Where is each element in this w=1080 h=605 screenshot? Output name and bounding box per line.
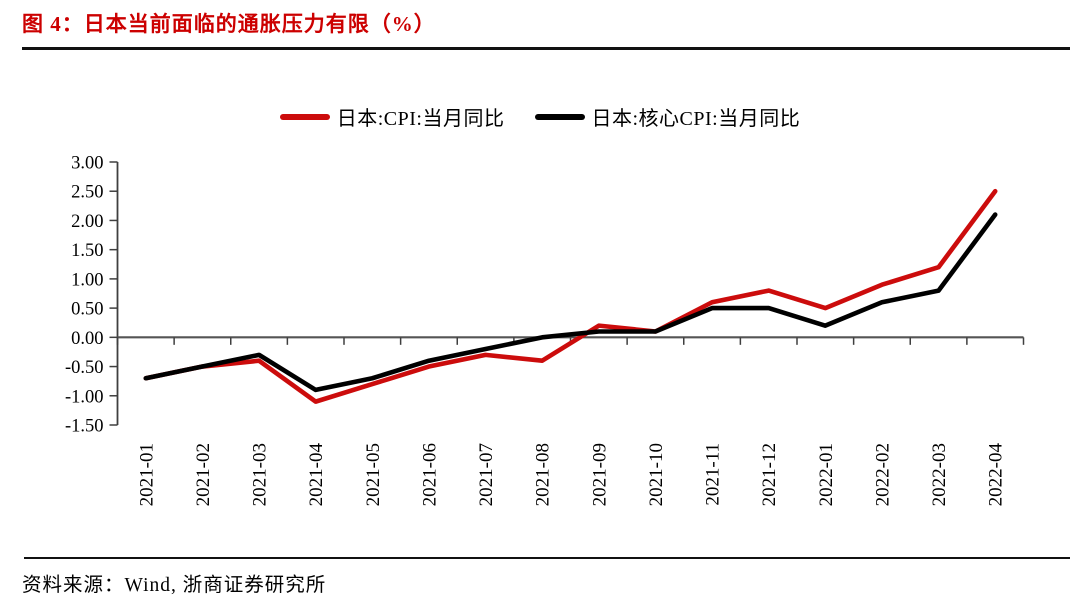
x-axis-tick-label: 2021-06 <box>419 443 440 506</box>
legend-label-core-cpi: 日本:核心CPI:当月同比 <box>591 108 801 130</box>
legend-item-cpi: 日本:CPI:当月同比 <box>279 102 505 131</box>
legend-item-core-cpi: 日本:核心CPI:当月同比 <box>534 102 801 131</box>
x-axis-tick-label: 2021-12 <box>759 443 780 506</box>
x-axis-tick-label: 2021-10 <box>646 443 667 506</box>
y-axis-tick-label: -1.00 <box>65 387 104 407</box>
x-axis-tick-label: 2021-04 <box>306 443 327 507</box>
y-axis-tick-label: 1.00 <box>71 270 103 290</box>
title-divider <box>22 47 1070 50</box>
x-axis-tick-label: 2022-01 <box>816 443 837 506</box>
x-axis-tick-label: 2021-03 <box>250 443 271 506</box>
red-line-swatch <box>279 113 330 120</box>
black-line-swatch <box>534 113 585 120</box>
x-axis-tick-label: 2022-03 <box>929 443 950 506</box>
x-axis-tick-label: 2021-11 <box>703 443 724 506</box>
cpi-line-series <box>143 188 998 404</box>
x-axis-tick-label: 2021-09 <box>589 443 610 506</box>
x-axis-tick-label: 2021-07 <box>476 443 497 506</box>
y-axis-tick-label: -0.50 <box>65 358 104 378</box>
legend-label-cpi: 日本:CPI:当月同比 <box>336 108 505 130</box>
figure-title: 图 4：日本当前面临的通胀压力有限（%） <box>22 12 436 36</box>
y-axis-tick-label: 1.50 <box>71 241 103 261</box>
x-axis-tick-label: 2021-01 <box>136 443 157 506</box>
x-axis-tick-label: 2021-02 <box>193 443 214 506</box>
y-axis-tick-label: 0.50 <box>71 300 103 320</box>
line-chart-canvas: 3.00 2.50 2.00 1.50 1.00 0.50 0.00 -0.50 -1.00 -1… <box>65 153 1025 507</box>
y-axis-tick-label: 3.00 <box>71 153 103 173</box>
y-axis-tick-label: -1.50 <box>65 416 104 436</box>
x-axis-tick-label: 2022-04 <box>986 443 1007 507</box>
x-axis-tick-label: 2022-02 <box>872 443 893 506</box>
core-cpi-line-series <box>143 212 998 393</box>
source-note: 资料来源：Wind, 浙商证券研究所 <box>22 575 327 596</box>
chart-legend: 日本:CPI:当月同比 日本:核心CPI:当月同比 <box>0 102 1080 131</box>
y-axis-tick-label: 0.00 <box>71 329 103 349</box>
x-axis-tick-label: 2021-08 <box>533 443 554 506</box>
footer-divider <box>24 557 1070 559</box>
y-axis-tick-label: 2.50 <box>71 183 103 203</box>
y-axis-tick-label: 2.00 <box>71 212 103 232</box>
x-axis-tick-label: 2021-05 <box>363 443 384 506</box>
